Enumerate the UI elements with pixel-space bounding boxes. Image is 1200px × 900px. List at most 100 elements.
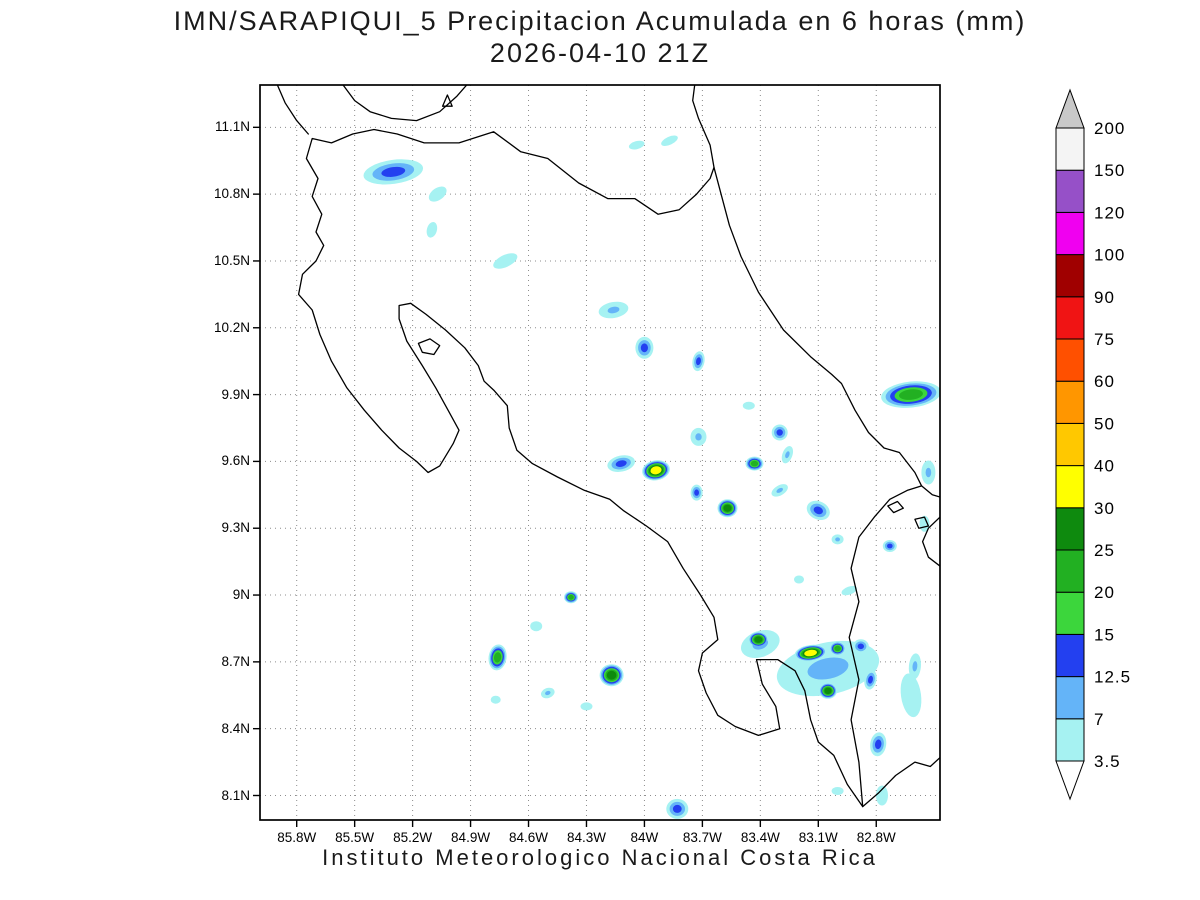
colorbar-segment	[1055, 549, 1085, 593]
colorbar-segment	[1055, 676, 1085, 720]
precip-cell-ring	[650, 466, 662, 475]
coastline-chira-island	[417, 338, 441, 356]
precip-cell-ring	[696, 357, 701, 366]
colorbar-segment	[1055, 591, 1085, 635]
precip-cell-ring	[900, 673, 922, 718]
colorbar-segment	[1055, 338, 1085, 382]
lat-tick-label: 9.9N	[221, 386, 250, 402]
precip-cell-ring	[807, 657, 849, 680]
coastline-chiriqui-lagoon-coast	[921, 516, 940, 567]
lon-tick-label: 84W	[630, 830, 659, 845]
lat-tick-label: 9.6N	[221, 453, 250, 469]
precip-cell-ring	[887, 543, 893, 549]
colorbar-level-label: 60	[1094, 372, 1115, 391]
precip-cell-ring	[785, 451, 790, 459]
colorbar-level-label: 100	[1094, 246, 1125, 265]
precip-cell-ring	[824, 687, 832, 694]
colorbar-segment	[1055, 296, 1085, 340]
lon-tick-label: 85.2W	[393, 830, 433, 845]
coastline-bocas-island-2	[914, 516, 930, 529]
precip-cell-ring	[615, 460, 627, 467]
lon-tick-label: 84.6W	[509, 830, 549, 845]
precip-cell-ring	[428, 186, 447, 202]
precip-cell-ring	[876, 785, 888, 806]
colorbar-level-label: 3.5	[1094, 752, 1121, 771]
map-plot-area	[253, 84, 941, 827]
coastline-panama-caribbean-coast	[920, 485, 940, 498]
precip-cell-ring	[493, 652, 502, 663]
colorbar-scale: 3.5 7 12.5 15 20 25 30 40 50 60 75 90 100 120 150 200	[1055, 88, 1131, 801]
precip-cell-ring	[530, 621, 543, 632]
colorbar-segment	[1055, 211, 1085, 256]
colorbar-segment	[1055, 169, 1085, 213]
precip-cell-ring	[750, 460, 759, 467]
colorbar-level-label: 40	[1094, 457, 1115, 476]
colorbar-level-label: 200	[1094, 119, 1125, 138]
precip-cell-ring	[580, 702, 593, 711]
precip-cell-ring	[899, 389, 923, 400]
precip-cell-ring	[568, 594, 574, 600]
lat-tick-label: 9.3N	[221, 520, 250, 536]
precip-cell-ring	[874, 739, 882, 750]
lon-tick-label: 84.9W	[451, 830, 491, 845]
lon-tick-label: 84.3W	[566, 830, 606, 845]
precip-cell-ring	[754, 636, 763, 643]
colorbar-level-label: 150	[1094, 161, 1125, 180]
precip-cell-ring	[868, 675, 873, 684]
precip-cell-ring	[912, 661, 918, 672]
precip-cell-ring	[640, 343, 648, 353]
colorbar-segment	[1055, 254, 1085, 298]
colorbar-level-label: 12.5	[1094, 668, 1131, 687]
lon-tick-label: 85.5W	[335, 830, 375, 845]
lat-tick-label: 10.5N	[213, 252, 250, 268]
colorbar-arrow-bottom	[1055, 760, 1085, 801]
precip-cell-ring	[841, 585, 857, 596]
precip-cell-ring	[606, 670, 617, 680]
page-title: IMN/SARAPIQUI_5 Precipitacion Acumulada …	[173, 6, 1027, 36]
precip-cell-ring	[695, 433, 702, 441]
colorbar-level-label: 75	[1094, 330, 1115, 349]
lat-tick-label: 10.8N	[213, 186, 250, 202]
precip-cell-ring	[661, 135, 678, 146]
colorbar-segment	[1055, 507, 1085, 551]
precip-cell-ring	[776, 429, 783, 436]
precip-cell-ring	[490, 695, 501, 704]
coastline-lake-nicaragua-shore	[342, 85, 468, 122]
precipitation-map	[253, 84, 941, 827]
colorbar-level-label: 120	[1094, 203, 1125, 222]
precip-cell-ring	[813, 506, 823, 515]
attribution-footer: Instituto Meteorologico Nacional Costa R…	[322, 845, 878, 870]
colorbar-level-label: 50	[1094, 414, 1115, 433]
lon-tick-label: 82.8W	[856, 830, 896, 845]
lon-tick-label: 83.1W	[798, 830, 838, 845]
precip-cell-ring	[381, 166, 406, 177]
coastline-panama-pacific-coast	[862, 756, 940, 808]
colorbar-level-label: 20	[1094, 583, 1115, 602]
colorbar-segment	[1055, 380, 1085, 424]
precip-cell-ring	[804, 649, 817, 657]
precip-cell-ring	[672, 804, 682, 813]
lon-tick-label: 83.7W	[682, 830, 722, 845]
precip-cell-ring	[742, 401, 755, 410]
lon-tick-label: 83.4W	[740, 830, 780, 845]
map-frame	[259, 84, 941, 821]
colorbar-level-label: 90	[1094, 288, 1115, 307]
valid-time-subtitle: 2026-04-10 21Z	[489, 38, 711, 68]
precip-cell-ring	[545, 690, 551, 696]
lat-tick-label: 9N	[232, 587, 250, 603]
coastline-nicaragua-caribbean-coast	[692, 85, 715, 169]
colorbar-level-label: 15	[1094, 625, 1115, 644]
colorbar-segment	[1055, 422, 1085, 467]
precip-cell-ring	[628, 140, 645, 150]
lat-tick-label: 11.1N	[214, 119, 250, 135]
coastline-nicaragua-pacific-coast	[276, 85, 309, 135]
colorbar: 3.5 7 12.5 15 20 25 30 40 50 60 75 90 100 120 150 200	[1048, 82, 1168, 822]
precip-cell-ring	[776, 487, 783, 493]
colorbar-arrow-top	[1055, 88, 1085, 129]
precip-cell-ring	[723, 504, 732, 512]
lat-tick-label: 8.1N	[221, 787, 250, 803]
colorbar-segment	[1055, 633, 1085, 678]
lat-tick-label: 8.4N	[221, 720, 250, 736]
colorbar-level-label: 30	[1094, 499, 1115, 518]
